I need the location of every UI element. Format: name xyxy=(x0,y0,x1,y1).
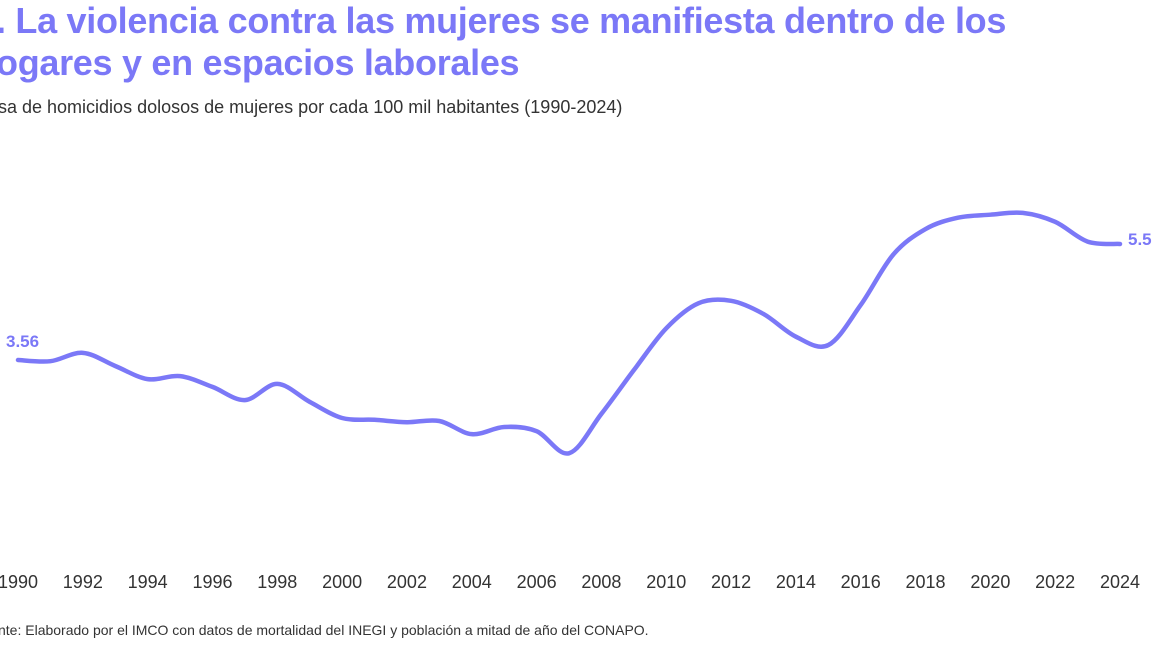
x-tick-label: 2018 xyxy=(906,572,946,592)
x-tick-label: 2002 xyxy=(387,572,427,592)
series-line xyxy=(15,210,1123,456)
x-tick-label: 1992 xyxy=(63,572,103,592)
x-tick-label: 2022 xyxy=(1035,572,1075,592)
x-tick-label: 1990 xyxy=(0,572,38,592)
x-tick-label: 2010 xyxy=(646,572,686,592)
chart-title: . La violencia contra las mujeres se man… xyxy=(0,0,1006,84)
x-tick-label: 2020 xyxy=(970,572,1010,592)
x-tick-label: 1998 xyxy=(257,572,297,592)
x-tick-label: 2014 xyxy=(776,572,816,592)
data-label-end: 5.5 xyxy=(1128,230,1152,249)
chart-title-line-2: ogares y en espacios laborales xyxy=(0,42,520,83)
x-axis-ticks: 1990 1992 1994 1996 1998 2000 2002 2004 2006 2008… xyxy=(0,572,1140,592)
x-tick-label: 1996 xyxy=(192,572,232,592)
x-tick-label: 2012 xyxy=(711,572,751,592)
x-tick-label: 2000 xyxy=(322,572,362,592)
source-note: nte: Elaborado por el IMCO con datos de … xyxy=(0,622,649,638)
x-tick-label: 2006 xyxy=(517,572,557,592)
x-tick-label: 2004 xyxy=(452,572,492,592)
chart-title-line-1: . La violencia contra las mujeres se man… xyxy=(0,0,1007,41)
x-tick-label: 1994 xyxy=(128,572,168,592)
x-tick-label: 2016 xyxy=(841,572,881,592)
chart-subtitle: sa de homicidios dolosos de mujeres por … xyxy=(0,97,623,117)
x-tick-label: 2008 xyxy=(581,572,621,592)
data-label-start: 3.56 xyxy=(6,332,39,351)
x-tick-label: 2024 xyxy=(1100,572,1140,592)
